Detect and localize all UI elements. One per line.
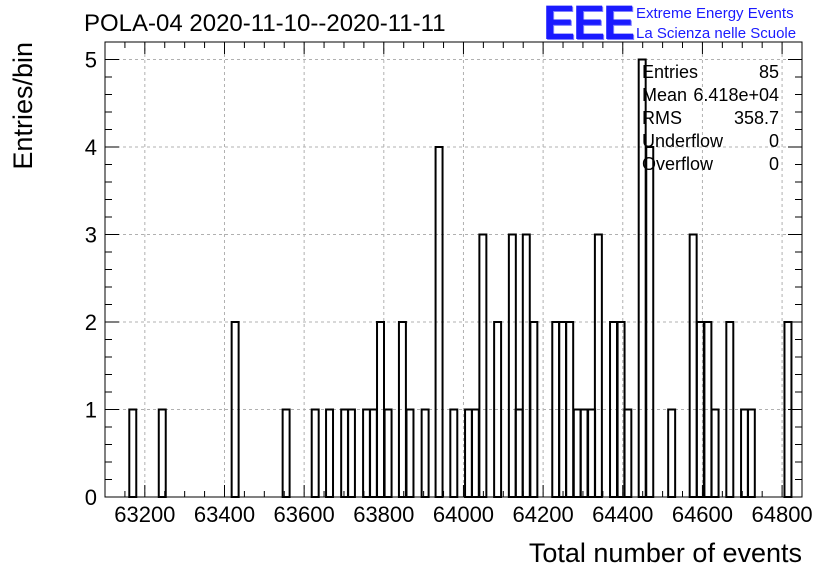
stats-label: Overflow	[642, 154, 714, 174]
y-tick-label: 1	[85, 398, 97, 423]
stats-value: 0	[769, 154, 779, 174]
histogram-bin	[310, 408, 320, 498]
histogram-bin	[420, 408, 430, 498]
histogram-bin	[521, 233, 531, 498]
y-axis-label: Entries/bin	[8, 42, 38, 170]
stats-box: Entries 85 Mean 6.418e+04 RMS 358.7 Underflow 0…	[642, 62, 779, 174]
x-tick-label: 64400	[592, 502, 653, 527]
x-tick-label: 64200	[513, 502, 574, 527]
y-tick-label: 4	[85, 135, 97, 160]
histogram-bin	[128, 408, 138, 498]
histogram-bin	[383, 408, 393, 498]
x-tick-label: 63200	[114, 502, 175, 527]
eee-logo-letters: EEE	[543, 0, 635, 50]
histogram-bin	[405, 408, 415, 498]
x-tick-label: 64000	[433, 502, 494, 527]
stats-label: Mean	[642, 85, 687, 105]
stats-value: 0	[769, 131, 779, 151]
stats-value: 85	[759, 62, 779, 82]
stats-label: RMS	[642, 108, 682, 128]
chart-title: POLA-04 2020-11-10--2020-11-11	[84, 10, 446, 37]
stats-label: Entries	[642, 62, 698, 82]
x-tick-label: 64600	[672, 502, 733, 527]
x-axis-label: Total number of events	[529, 538, 802, 568]
stats-label: Underflow	[642, 131, 724, 151]
x-tick-label: 63400	[194, 502, 255, 527]
histogram-bin	[325, 408, 335, 498]
x-tick-label: 63600	[274, 502, 335, 527]
axes: 63200 63400 63600 63800 64000 64200 64400 64600…	[85, 41, 813, 527]
y-tick-label: 3	[85, 223, 97, 248]
y-tick-label: 5	[85, 48, 97, 73]
histogram-bin	[667, 408, 677, 498]
y-tick-label: 2	[85, 310, 97, 335]
logo-line-1: Extreme Energy Events	[636, 5, 794, 22]
histogram-bin	[688, 233, 698, 498]
x-tick-label: 63800	[353, 502, 414, 527]
histogram-bin	[281, 408, 291, 498]
histogram-bin	[710, 408, 720, 498]
y-tick-label: 0	[85, 485, 97, 510]
stats-value: 358.7	[734, 108, 779, 128]
logo-line-2: La Scienza nelle Scuole	[636, 25, 797, 42]
histogram-bin	[157, 408, 167, 498]
histogram-bin	[449, 408, 459, 498]
stats-value: 6.418e+04	[693, 85, 779, 105]
histogram-bars	[128, 58, 793, 498]
histogram-bin	[478, 233, 488, 498]
x-tick-label: 64800	[751, 502, 812, 527]
